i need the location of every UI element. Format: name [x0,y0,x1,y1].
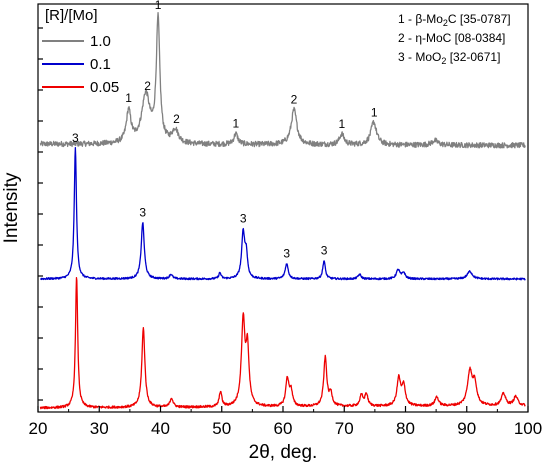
peak-label: 2 [144,79,151,93]
peak-label: 3 [72,131,79,145]
legend-label: 1.0 [90,33,111,50]
plot-content [39,12,526,410]
peak-label: 1 [125,91,132,105]
x-tick-label: 30 [90,419,109,438]
phase-notes: 1 - β-Mo2C [35-0787] 2 - η-MoC [08-0384] 3… [398,12,511,66]
y-axis-title: Intensity [1,172,22,243]
legend: [R]/[Mo] 1.0 0.1 0.05 [42,7,119,96]
peak-label: 3 [240,212,247,226]
peak-label: 2 [173,112,180,126]
phase-note: 3 - MoO2 [32-0671] [398,50,500,66]
x-tick-label: 60 [274,419,293,438]
peak-label: 3 [139,206,146,220]
peak-label: 1 [232,117,239,131]
x-tick-label: 20 [29,419,48,438]
peak-label: 1 [371,106,378,120]
peak-label: 3 [283,247,290,261]
legend-label: 0.1 [90,56,111,73]
legend-title: [R]/[Mo] [45,7,98,24]
peak-label: 2 [291,93,298,107]
phase-note: 2 - η-MoC [08-0384] [398,31,505,45]
peak-label: 1 [338,117,345,131]
x-axis-title: 2θ, deg. [249,442,318,463]
y-axis [38,27,43,401]
x-tick-label: 90 [457,419,476,438]
peak-label: 1 [155,0,162,12]
x-axis: 20 30 40 50 60 70 80 90 100 [29,406,542,438]
peak-label: 3 [321,244,328,258]
series-line-0-1 [40,146,526,281]
x-tick-label: 100 [514,419,542,438]
series-line-1-0 [39,12,526,149]
x-tick-label: 70 [335,419,354,438]
phase-note: 1 - β-Mo2C [35-0787] [398,12,511,28]
legend-label: 0.05 [90,79,119,96]
series-line-0-05 [39,277,526,410]
x-tick-label: 40 [151,419,170,438]
x-tick-label: 50 [212,419,231,438]
x-tick-label: 80 [396,419,415,438]
